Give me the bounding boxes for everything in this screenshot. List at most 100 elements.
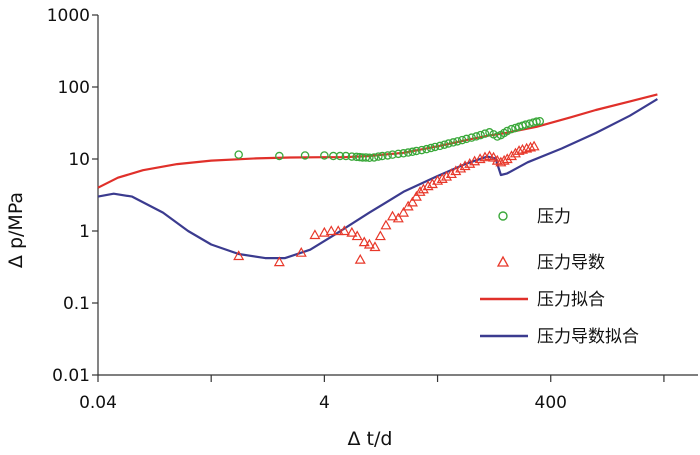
pressure-point (399, 149, 408, 158)
derivative-point (464, 157, 476, 168)
derivative-point (432, 174, 444, 185)
pressure-point (426, 143, 436, 153)
derivative-point (440, 170, 453, 181)
pressure-point (374, 152, 383, 161)
derivative-point (273, 256, 285, 267)
pressure-point (365, 153, 374, 163)
pressure-point (480, 129, 490, 138)
derivative-point (516, 143, 528, 154)
derivative-point (374, 230, 386, 241)
plot-area (97, 93, 658, 267)
series-line-2 (97, 93, 658, 189)
pressure-point (378, 151, 387, 161)
pressure-point (476, 130, 485, 140)
legend-marker-triangle (496, 255, 510, 267)
derivative-point (528, 140, 540, 151)
pressure-point (467, 133, 476, 142)
derivative-point (426, 178, 438, 189)
derivative-point (450, 165, 462, 176)
pressure-point (472, 132, 481, 141)
derivative-point (325, 225, 337, 236)
derivative-point (354, 253, 366, 264)
y-tick-label: 0.01 (52, 366, 90, 386)
derivative-point (524, 141, 537, 152)
y-tick-label: 0.1 (63, 294, 90, 314)
derivative-point (318, 226, 330, 237)
x-axis-title: Δ t/d (348, 428, 393, 450)
pressure-point (394, 149, 403, 159)
pressure-point (457, 135, 467, 145)
derivative-point (521, 142, 533, 153)
y-axis-title: Δ p/MPa (5, 192, 27, 268)
x-tick-label: 4 (319, 393, 330, 413)
legend-label: 压力 (537, 207, 571, 227)
y-tick-label: 1000 (47, 6, 90, 26)
pressure-point (234, 150, 243, 159)
pressure-point (355, 152, 364, 162)
legend-marker-circle (498, 211, 508, 221)
pressure-point (502, 126, 512, 136)
legend-label: 压力导数 (537, 253, 605, 273)
derivative-point (488, 151, 500, 162)
derivative-point (369, 241, 381, 252)
pressure-point (435, 141, 445, 151)
derivative-point (358, 236, 370, 247)
derivative-point (513, 145, 525, 155)
pressure-point (535, 116, 545, 126)
pressure-point (320, 151, 329, 160)
pressure-point (361, 153, 371, 162)
legend-label: 压力拟合 (537, 290, 605, 310)
legend-label: 压力导数拟合 (537, 327, 639, 347)
pressure-point (383, 151, 392, 160)
derivative-point (417, 183, 429, 194)
pressure-point (462, 134, 471, 144)
derivative-point (386, 210, 399, 221)
pressure-point (369, 153, 379, 162)
pressure-point (335, 151, 345, 161)
pressure-point (408, 147, 417, 157)
derivative-point (346, 226, 358, 237)
pressure-point (422, 144, 431, 154)
derivative-point (392, 212, 404, 223)
pressure-point (417, 145, 426, 155)
pressure-point (532, 117, 541, 126)
derivative-point (436, 173, 448, 183)
derivative-point (332, 225, 344, 236)
derivative-point (309, 229, 321, 240)
pressure-point (440, 140, 449, 149)
derivative-point (422, 180, 434, 191)
pressure-point (507, 124, 516, 134)
pressure-point (341, 151, 351, 161)
derivative-point (414, 186, 426, 196)
derivative-point (406, 196, 418, 207)
pressure-point (403, 148, 413, 157)
y-tick-label: 1 (79, 222, 90, 242)
derivative-point (455, 162, 467, 173)
pressure-point (453, 137, 462, 146)
x-tick-label: 400 (535, 393, 567, 413)
x-tick-label: 0.04 (79, 393, 117, 413)
derivative-point (505, 150, 518, 161)
pressure-point (412, 146, 421, 156)
derivative-point (459, 160, 471, 171)
pressure-point (352, 152, 361, 162)
derivative-point (338, 225, 350, 236)
derivative-point (295, 246, 307, 257)
pressure-point (430, 142, 440, 152)
axes: 0.01 0.1 1 10 100 1000 0.04 4 400 (47, 6, 698, 413)
pressure-point (388, 150, 397, 159)
derivative-point (351, 230, 363, 241)
pressure-point (521, 120, 530, 129)
pressure-point (444, 139, 453, 148)
pressure-point (485, 128, 494, 137)
y-tick-label: 10 (68, 150, 90, 170)
pressure-point (275, 151, 284, 161)
y-tick-label: 100 (58, 78, 90, 98)
pressure-point (300, 151, 310, 160)
pressure-point (448, 138, 458, 147)
derivative-point (233, 250, 245, 261)
derivative-point (501, 153, 513, 164)
derivative-point (397, 206, 410, 217)
